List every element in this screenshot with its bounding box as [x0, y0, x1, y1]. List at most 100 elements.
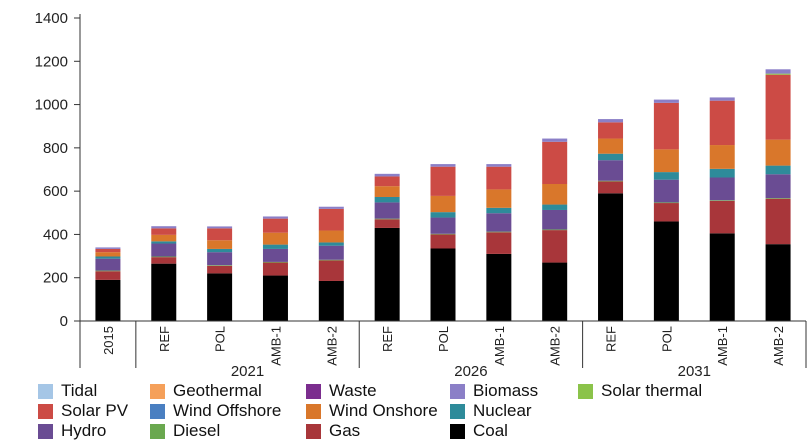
bar-stack — [151, 226, 177, 321]
bar-segment-solar-pv — [542, 141, 568, 185]
legend-swatch — [578, 383, 593, 399]
bar-segment-gas — [709, 200, 735, 234]
x-category-label: AMB-2 — [771, 326, 786, 366]
bar-segment-diesel — [262, 261, 288, 263]
bar-segment-nuclear — [207, 248, 233, 253]
legend-item: Geothermal — [150, 381, 262, 401]
bar-segment-coal — [653, 221, 679, 321]
bar-segment-nuclear — [430, 212, 456, 218]
x-category-label: REF — [604, 326, 619, 352]
legend-item: Wind Onshore — [306, 401, 438, 421]
legend-label: Waste — [329, 381, 377, 400]
bar-segment-coal — [709, 233, 735, 321]
legend-swatch — [38, 403, 53, 419]
bar-segment-biomass — [374, 173, 400, 177]
bar-segment-diesel — [318, 259, 344, 261]
y-tick-label: 400 — [43, 226, 68, 243]
x-category-label: 2015 — [101, 326, 116, 355]
bar-segment-hydro — [95, 258, 121, 271]
x-category-label: POL — [659, 326, 674, 352]
x-category-label: REF — [157, 326, 172, 352]
y-tick-label: 600 — [43, 183, 68, 200]
bar-stack — [374, 173, 400, 321]
bar-segment-diesel — [151, 256, 177, 258]
legend-swatch — [450, 403, 465, 419]
stacked-bar-chart: 0 200 400 600 800 1000 1200 1400 2015 REF POL AMB-… — [35, 10, 807, 380]
bar-segment-hydro — [653, 179, 679, 203]
bar-segment-biomass — [318, 206, 344, 209]
bars — [95, 69, 791, 321]
bar-stack — [542, 138, 568, 321]
x-category-label: AMB-1 — [715, 326, 730, 366]
bar-stack — [95, 247, 121, 321]
bar-segment-gas — [151, 257, 177, 264]
bar-segment-solar-pv — [207, 228, 233, 241]
bar-segment-gas — [653, 203, 679, 222]
bar-segment-wind-onshore — [262, 232, 288, 245]
bar-segment-diesel — [542, 229, 568, 231]
bar-segment-diesel — [374, 218, 400, 220]
bar-segment-nuclear — [653, 172, 679, 180]
bar-segment-diesel — [207, 265, 233, 266]
bar-segment-coal — [262, 275, 288, 321]
legend-label: Coal — [473, 421, 508, 440]
bar-segment-gas — [486, 232, 512, 254]
bar-stack — [486, 164, 512, 321]
bar-segment-hydro — [318, 245, 344, 260]
bar-segment-nuclear — [542, 204, 568, 210]
bar-segment-diesel — [486, 231, 512, 233]
x-category-label: AMB-1 — [268, 326, 283, 366]
x-axis: 2015 REF POL AMB-1 AMB-2 REF POL AMB-1 AMB-2 REF P… — [79, 320, 807, 380]
bar-segment-wind-onshore — [542, 184, 568, 205]
bar-segment-nuclear — [598, 153, 624, 161]
bar-stack — [598, 119, 624, 321]
legend-label: Diesel — [173, 421, 221, 440]
bar-segment-biomass — [598, 119, 624, 123]
legend-label: Gas — [329, 421, 361, 440]
bar-segment-diesel — [765, 198, 791, 199]
legend-label: Geothermal — [173, 381, 262, 400]
legend-item: Gas — [306, 421, 360, 441]
y-tick-label: 1400 — [35, 10, 68, 27]
legend-item: Solar thermal — [578, 381, 702, 401]
y-tick-label: 800 — [43, 140, 68, 157]
legend-item: Wind Offshore — [150, 401, 281, 421]
bar-stack — [430, 164, 456, 321]
legend-label: Wind Onshore — [329, 401, 438, 420]
bar-segment-gas — [95, 271, 121, 280]
bar-segment-nuclear — [262, 244, 288, 249]
bar-segment-solar-pv — [486, 166, 512, 190]
bar-segment-solar-pv — [430, 166, 456, 196]
bar-segment-coal — [598, 193, 624, 321]
bar-segment-nuclear — [374, 196, 400, 203]
legend-item: Tidal — [38, 381, 97, 401]
bar-stack — [262, 216, 288, 321]
bar-segment-hydro — [430, 217, 456, 234]
legend: Tidal Geothermal Waste Biomass Solar thermal… — [38, 381, 809, 441]
bar-segment-solar-pv — [318, 208, 344, 231]
bar-segment-wind-onshore — [765, 139, 791, 166]
bar-segment-gas — [542, 230, 568, 263]
legend-row: Tidal Geothermal Waste Biomass Solar thermal — [38, 381, 809, 401]
x-category-label: POL — [436, 326, 451, 352]
legend-label: Wind Offshore — [173, 401, 282, 420]
bar-segment-wind-onshore — [374, 186, 400, 197]
legend-item: Waste — [306, 381, 377, 401]
bar-segment-gas — [262, 262, 288, 276]
bar-segment-nuclear — [486, 207, 512, 214]
bar-segment-gas — [374, 219, 400, 228]
legend-swatch — [450, 383, 465, 399]
legend-swatch — [306, 423, 321, 439]
bar-segment-nuclear — [765, 165, 791, 175]
bar-segment-gas — [598, 181, 624, 194]
legend-swatch — [306, 383, 321, 399]
bar-segment-diesel — [653, 202, 679, 204]
bar-segment-solar-pv — [653, 102, 679, 150]
bar-segment-biomass — [765, 69, 791, 74]
legend-item: Coal — [450, 421, 508, 441]
legend-item: Hydro — [38, 421, 106, 441]
x-group-label: 2021 — [231, 363, 264, 380]
bar-segment-nuclear — [318, 242, 344, 246]
bar-segment-solar-pv — [95, 248, 121, 253]
bar-segment-coal — [95, 279, 121, 321]
